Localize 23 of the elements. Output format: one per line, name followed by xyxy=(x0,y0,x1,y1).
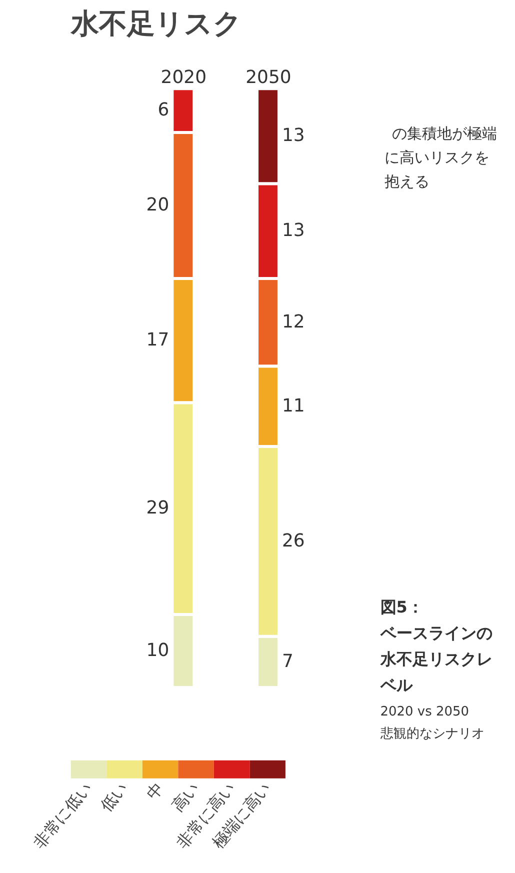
data-label: 10 xyxy=(146,640,170,661)
data-label: 6 xyxy=(158,100,170,121)
legend-label: 高い xyxy=(168,778,203,816)
data-label: 12 xyxy=(282,311,305,332)
text: 悲観的なシナリオ xyxy=(379,726,484,742)
data-label: 20 xyxy=(146,194,170,216)
text: の集積地が極端に高いリスクを抱える xyxy=(384,124,498,190)
legend-label: 低い xyxy=(96,778,132,816)
chart-title: 水不足リスク xyxy=(70,6,242,40)
data-label: 13 xyxy=(282,125,305,146)
legend-label: 非常に低い xyxy=(30,778,96,852)
data-label: 17 xyxy=(146,330,170,351)
data-label: 7 xyxy=(282,650,294,672)
data-label: 11 xyxy=(282,395,305,416)
text: ベースラインの水不足リスクレベル xyxy=(379,624,492,694)
caption: 図5： xyxy=(380,598,424,617)
text: 2020 vs 2050 xyxy=(380,704,469,720)
data-label: 13 xyxy=(282,220,305,242)
data-label: 26 xyxy=(282,530,305,552)
x-tick-label: 2020 xyxy=(160,67,206,88)
data-label: 29 xyxy=(146,498,170,519)
legend-label: 中 xyxy=(142,778,168,803)
x-tick-label: 2050 xyxy=(246,67,292,88)
